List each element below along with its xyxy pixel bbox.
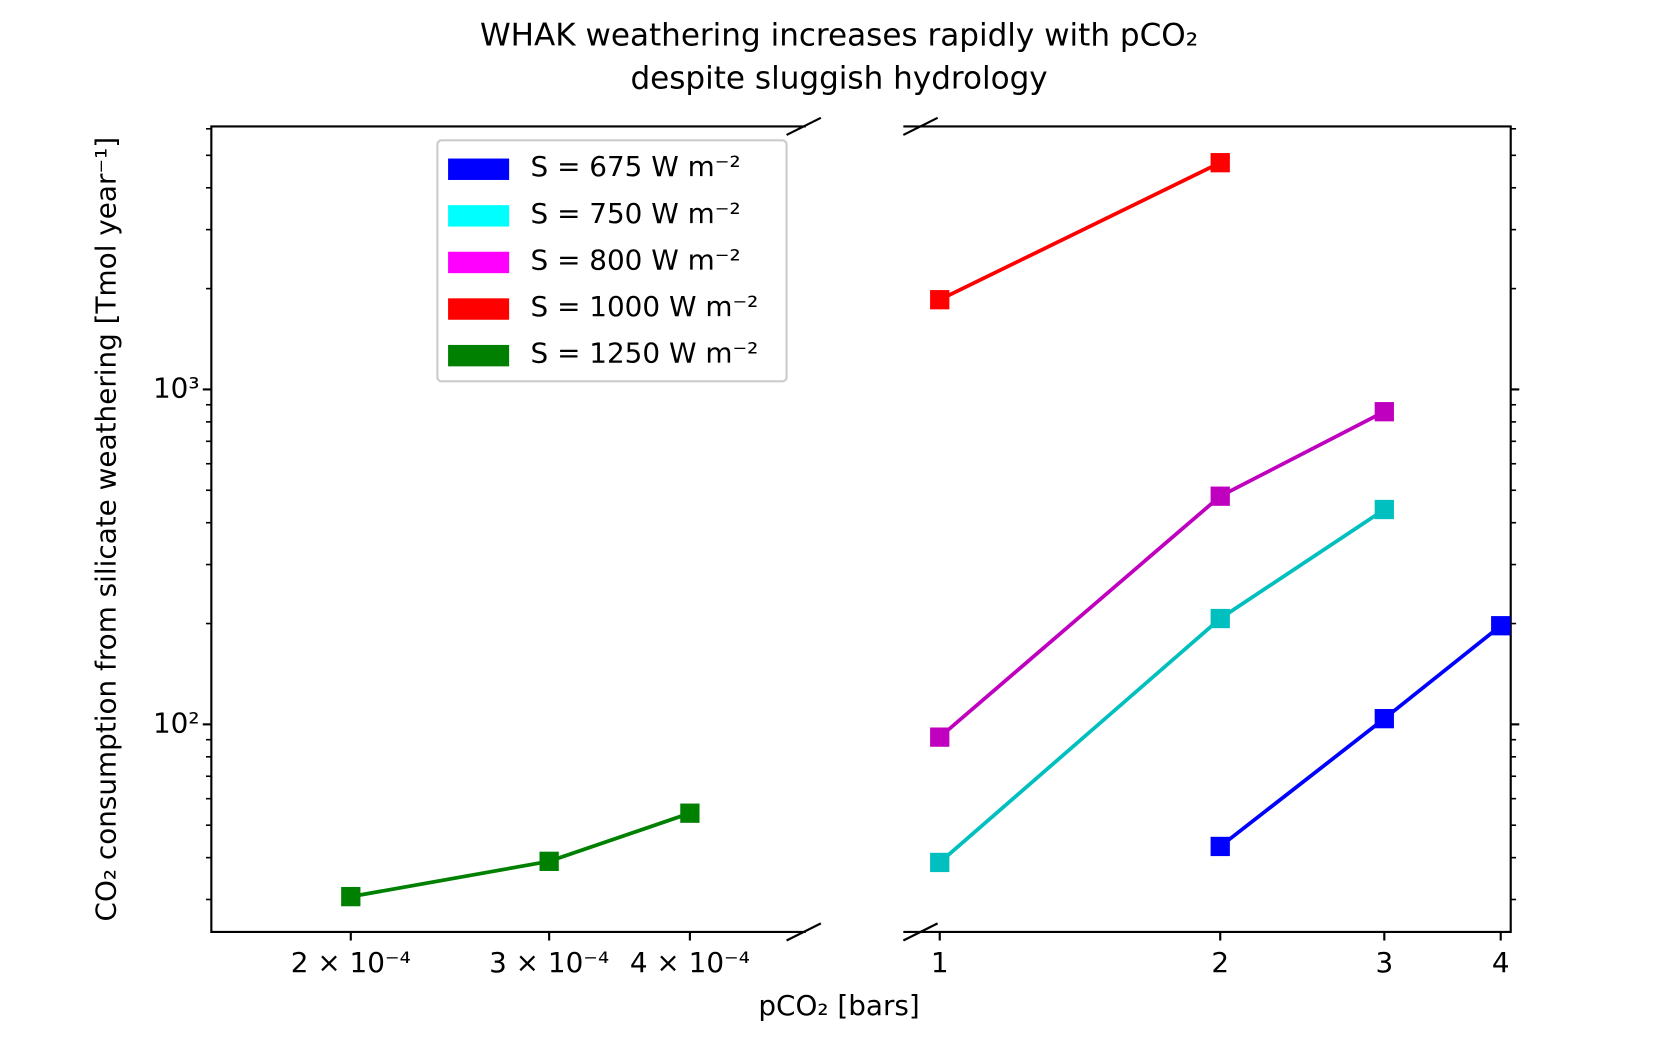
x-tick-label: 3 xyxy=(1375,946,1393,979)
data-point xyxy=(1210,486,1230,506)
data-point xyxy=(1491,616,1511,636)
break-mark xyxy=(786,922,822,942)
y-axis-label: CO₂ consumption from silicate weathering… xyxy=(89,137,122,922)
series-line xyxy=(1219,624,1502,848)
x-tick-label: 2 xyxy=(1211,946,1229,979)
break-mark xyxy=(902,922,939,942)
break-mark xyxy=(786,116,822,136)
y-tick-label: 10³ xyxy=(153,371,200,404)
data-point xyxy=(341,886,361,907)
legend-label: S = 800 W m⁻² xyxy=(531,243,741,276)
x-axis-label: pCO₂ [bars] xyxy=(758,989,919,1022)
legend-swatch xyxy=(448,298,510,320)
x-tick-label: 3 × 10⁻⁴ xyxy=(489,946,609,979)
data-point xyxy=(539,851,559,871)
x-tick-label: 4 xyxy=(1492,946,1510,979)
legend-swatch xyxy=(448,344,510,367)
series-line xyxy=(938,161,1222,302)
legend-swatch xyxy=(448,251,510,274)
legend-label: S = 1000 W m⁻² xyxy=(531,290,759,323)
series-line xyxy=(938,507,1386,864)
legend-label: S = 1250 W m⁻² xyxy=(531,337,759,370)
data-point xyxy=(1374,499,1394,520)
data-point xyxy=(930,290,950,310)
y-tick-label: 10² xyxy=(153,706,200,739)
series-line xyxy=(350,811,691,899)
data-point xyxy=(1210,608,1230,629)
right-spines xyxy=(903,125,1512,934)
data-point xyxy=(1210,153,1230,173)
data-point xyxy=(1210,836,1230,857)
legend-swatch xyxy=(448,205,510,227)
series-line xyxy=(938,410,1386,739)
break-mark xyxy=(902,116,939,136)
data-point xyxy=(930,852,950,873)
legend-label: S = 750 W m⁻² xyxy=(531,197,741,230)
x-tick-label: 1 xyxy=(931,946,949,979)
data-point xyxy=(1374,709,1394,729)
data-point xyxy=(680,803,700,823)
data-point xyxy=(1374,402,1394,422)
left-spines xyxy=(210,125,806,934)
data-point xyxy=(930,727,950,747)
x-tick-label: 4 × 10⁻⁴ xyxy=(630,946,750,979)
x-tick-label: 2 × 10⁻⁴ xyxy=(291,946,411,979)
legend-swatch xyxy=(448,158,510,180)
chart-title: WHAK weathering increases rapidly with p… xyxy=(480,17,1198,53)
axes-frame xyxy=(210,116,1512,942)
legend-label: S = 675 W m⁻² xyxy=(531,150,741,183)
chart-subtitle: despite sluggish hydrology xyxy=(630,60,1047,96)
legend-box xyxy=(436,139,788,383)
